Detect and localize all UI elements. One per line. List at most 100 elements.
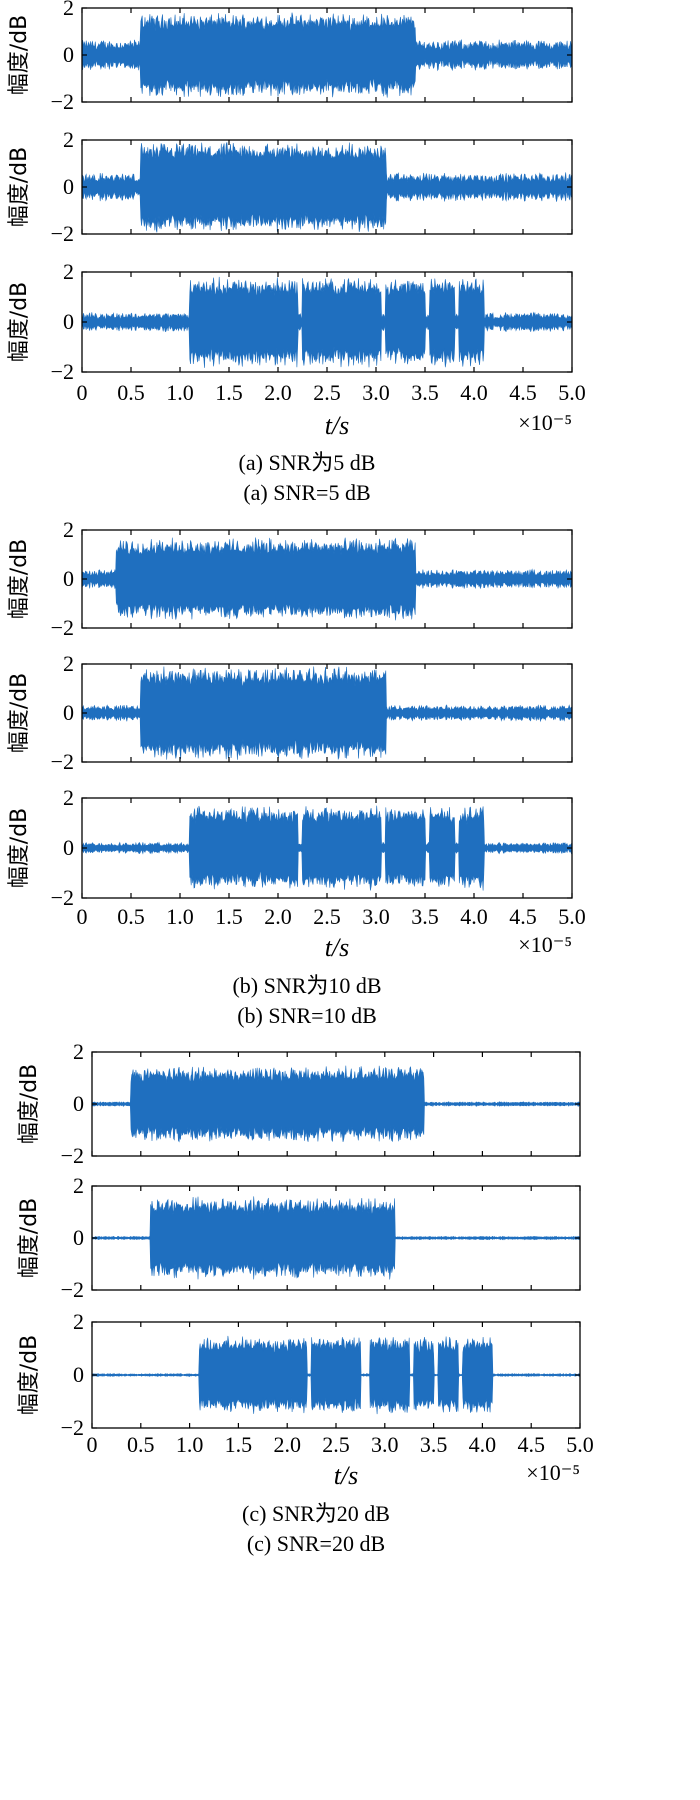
y-axis-label: 幅度/dB [7, 147, 32, 227]
x-tick-label: 4.5 [509, 380, 537, 405]
x-tick-label: 0 [77, 904, 88, 929]
y-axis-label: 幅度/dB [7, 15, 32, 95]
x-tick-label: 5.0 [558, 380, 586, 405]
y-axis-label: 幅度/dB [17, 1064, 42, 1144]
signal-waveform [81, 142, 573, 233]
signal-waveform [91, 1065, 581, 1143]
y-tick-label: 2 [63, 259, 74, 284]
y-tick-label: 2 [63, 785, 74, 810]
x-tick-label: 1.0 [166, 380, 194, 405]
subplot-c-3: 2 0 −2 幅度/dB [17, 1309, 581, 1440]
y-axis-label: 幅度/dB [7, 673, 32, 753]
caption-cn: (c) SNR为20 dB [242, 1501, 390, 1526]
x-tick-label: 3.5 [411, 380, 439, 405]
subplot-a-2: 2 0 −2 幅度/dB [7, 127, 573, 246]
y-tick-label: 0 [63, 566, 74, 591]
y-tick-label: 0 [63, 835, 74, 860]
x-tick-label: 3.5 [420, 1432, 448, 1457]
signal-waveform [81, 666, 573, 760]
caption-cn: (b) SNR为10 dB [232, 973, 381, 998]
x-tick-label: 3.5 [411, 904, 439, 929]
y-axis-label: 幅度/dB [7, 808, 32, 888]
x-multiplier-label: ×10⁻⁵ [518, 932, 572, 957]
x-tick-label: 1.0 [176, 1432, 204, 1457]
x-multiplier-label: ×10⁻⁵ [526, 1460, 580, 1485]
y-tick-label: −2 [51, 749, 74, 774]
y-tick-label: −2 [61, 1415, 84, 1440]
y-tick-label: 2 [63, 517, 74, 542]
x-tick-label: 1.5 [225, 1432, 253, 1457]
x-axis-label: t/s [334, 1461, 359, 1490]
signal-waveform [81, 276, 573, 368]
y-tick-label: −2 [61, 1143, 84, 1168]
subplot-c-1: 2 0 −2 幅度/dB [17, 1039, 581, 1168]
caption-en: (c) SNR=20 dB [247, 1531, 385, 1556]
x-tick-label: 0 [87, 1432, 98, 1457]
y-tick-label: 0 [73, 1225, 84, 1250]
y-tick-label: 2 [73, 1309, 84, 1334]
y-tick-label: 2 [63, 127, 74, 152]
x-axis-label: t/s [325, 933, 350, 962]
subplot-b-1: 2 0 −2 幅度/dB [7, 517, 573, 640]
x-tick-label: 0.5 [117, 380, 145, 405]
y-tick-label: 0 [63, 309, 74, 334]
x-axis-label: t/s [325, 411, 350, 440]
y-tick-label: 0 [63, 42, 74, 67]
y-tick-label: −2 [51, 615, 74, 640]
subplot-a-1: 2 0 −2 幅度/dB [7, 0, 573, 114]
x-tick-label: 0 [77, 380, 88, 405]
x-tick-label: 0.5 [127, 1432, 155, 1457]
x-tick-label: 4.0 [469, 1432, 497, 1457]
caption-en: (a) SNR=5 dB [243, 480, 370, 505]
y-tick-label: −2 [61, 1277, 84, 1302]
x-tick-label: 2.5 [313, 904, 341, 929]
signal-waveform [81, 805, 573, 891]
y-axis-label: 幅度/dB [7, 539, 32, 619]
x-tick-label: 4.5 [517, 1432, 545, 1457]
x-tick-label: 4.0 [460, 380, 488, 405]
y-tick-label: 2 [63, 651, 74, 676]
y-tick-label: −2 [51, 89, 74, 114]
signal-waveform [81, 537, 573, 621]
y-tick-label: −2 [51, 221, 74, 246]
subplot-a-3: 2 0 −2 幅度/dB [7, 259, 573, 384]
caption-en: (b) SNR=10 dB [237, 1003, 377, 1028]
x-tick-label: 5.0 [558, 904, 586, 929]
signal-waveform [91, 1335, 581, 1415]
x-tick-label: 3.0 [362, 380, 390, 405]
y-tick-label: 2 [73, 1039, 84, 1064]
subplot-b-2: 2 0 −2 幅度/dB [7, 651, 573, 774]
y-tick-label: 0 [73, 1091, 84, 1116]
y-axis-label: 幅度/dB [17, 1198, 42, 1278]
y-tick-label: 2 [73, 1173, 84, 1198]
y-tick-label: 0 [63, 174, 74, 199]
signal-waveform [91, 1196, 581, 1280]
x-tick-label: 4.0 [460, 904, 488, 929]
y-tick-label: 2 [63, 0, 74, 20]
x-tick-label: 4.5 [509, 904, 537, 929]
x-tick-label: 2.0 [264, 904, 292, 929]
x-tick-label: 3.0 [371, 1432, 399, 1457]
x-tick-label: 1.5 [215, 380, 243, 405]
x-tick-label: 3.0 [362, 904, 390, 929]
x-tick-label: 1.0 [166, 904, 194, 929]
subplot-c-2: 2 0 −2 幅度/dB [17, 1173, 581, 1302]
caption-cn: (a) SNR为5 dB [239, 450, 376, 475]
signal-waveform [81, 12, 573, 98]
y-tick-label: −2 [51, 359, 74, 384]
y-axis-label: 幅度/dB [17, 1335, 42, 1415]
x-tick-label: 2.0 [264, 380, 292, 405]
x-tick-label: 2.5 [322, 1432, 350, 1457]
x-tick-label: 1.5 [215, 904, 243, 929]
y-axis-label: 幅度/dB [7, 282, 32, 362]
x-tick-label: 0.5 [117, 904, 145, 929]
y-tick-label: −2 [51, 885, 74, 910]
y-tick-label: 0 [63, 700, 74, 725]
x-tick-label: 5.0 [566, 1432, 594, 1457]
y-tick-label: 0 [73, 1362, 84, 1387]
x-tick-label: 2.0 [273, 1432, 301, 1457]
